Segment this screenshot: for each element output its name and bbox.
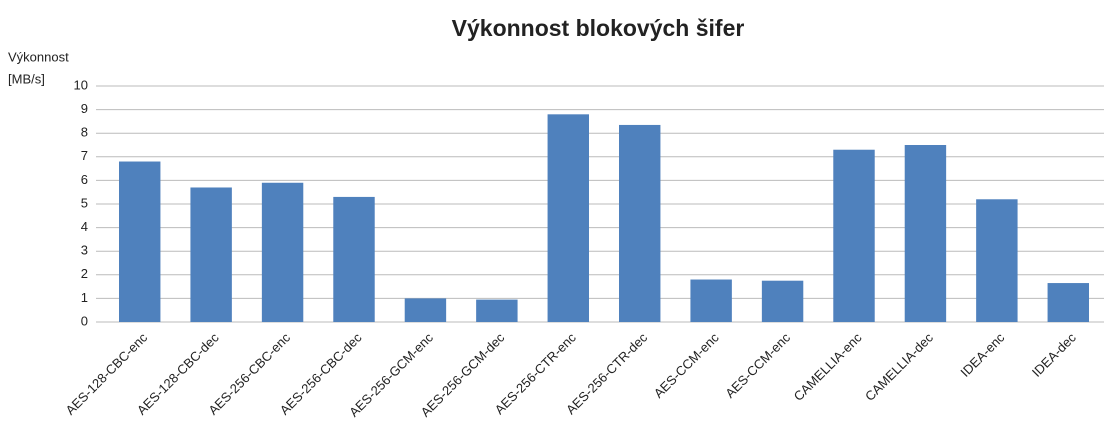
y-tick-label: 1	[81, 290, 88, 305]
bar	[1047, 283, 1089, 322]
bar	[190, 187, 232, 322]
bar	[690, 279, 732, 322]
bar	[261, 182, 304, 322]
bar	[333, 196, 375, 322]
bar	[761, 280, 804, 322]
y-axis-label: [MB/s]	[8, 71, 45, 86]
y-axis-label: Výkonnost	[8, 49, 69, 64]
y-tick-label: 3	[81, 243, 88, 258]
bar	[547, 114, 589, 322]
bar	[476, 299, 518, 322]
bar	[619, 124, 661, 322]
chart-title: Výkonnost blokových šifer	[452, 15, 745, 41]
y-tick-label: 2	[81, 266, 88, 281]
bar	[404, 298, 447, 322]
x-tick-label: IDEA-dec	[1029, 330, 1079, 380]
bar	[904, 145, 947, 322]
x-tick-label: AES-CCM-enc	[651, 330, 722, 401]
x-tick-label: AES-CCM-enc	[722, 330, 793, 401]
y-tick-label: 8	[81, 125, 88, 140]
y-tick-label: 5	[81, 195, 88, 210]
x-tick-label: CAMELLIA-dec	[862, 330, 936, 404]
y-tick-label: 6	[81, 172, 88, 187]
bar	[119, 161, 161, 322]
y-tick-label: 7	[81, 148, 88, 163]
y-tick-label: 9	[81, 101, 88, 116]
x-tick-label: CAMELLIA-enc	[791, 330, 865, 404]
bar	[833, 149, 875, 322]
bar	[976, 199, 1018, 322]
y-tick-label: 0	[81, 313, 88, 328]
x-tick-label: IDEA-enc	[957, 330, 1007, 380]
y-tick-label: 4	[81, 219, 88, 234]
y-tick-label: 10	[74, 77, 88, 92]
